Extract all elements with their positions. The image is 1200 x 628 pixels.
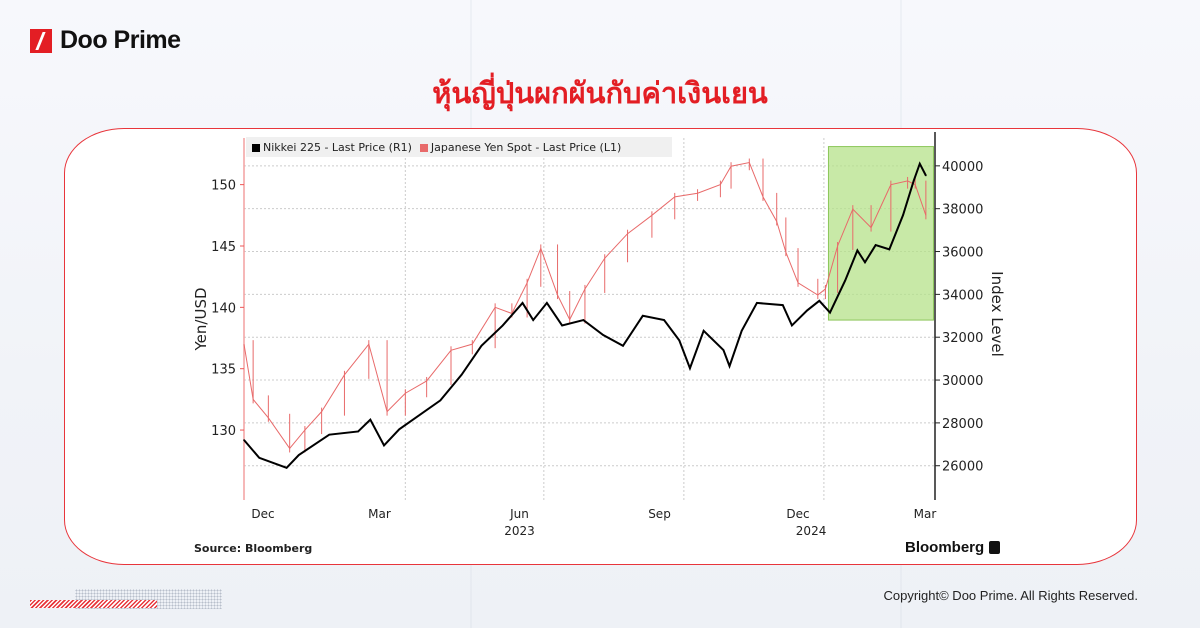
legend-item-yen: Japanese Yen Spot - Last Price (L1) [419,140,622,154]
nikkei-point [912,180,915,182]
nikkei-point [818,299,821,302]
nikkei-point [419,413,422,416]
nikkei-point [663,319,665,321]
nikkei-point [689,367,691,370]
chart-legend: Nikkei 225 - Last Price (R1) Japanese Ye… [246,137,672,157]
nikkei-point [781,304,784,306]
doo-prime-logo-icon [30,28,52,53]
nikkei-point [561,324,563,327]
nikkei-point [285,467,288,469]
nikkei-point [622,344,624,347]
hatched-decoration [30,600,157,608]
nikkei-point [297,454,300,456]
nikkei-point [546,302,548,304]
nikkei-point [728,365,731,367]
nikkei-point [501,324,504,327]
bloomberg-logo-text: Bloomberg [905,539,985,556]
nikkei-point [258,457,261,459]
right-tick-label: 40000 [942,160,983,175]
legend-label: Japanese Yen Spot - Last Price (L1) [430,140,622,154]
legend-swatch-yen [419,143,428,152]
left-tick-label: 135 [211,363,236,378]
x-tick-label: Mar [368,507,391,521]
copyright: Copyright© Doo Prime. All Rights Reserve… [883,588,1138,603]
yen-series-line [243,161,927,450]
left-tick-label: 140 [211,301,236,316]
nikkei-point [369,418,372,421]
page-title: หุ้นญี่ปุ่นผกผันกับค่าเงินเยน [432,76,768,110]
nikkei-point [791,324,793,327]
nikkei-point [702,329,705,332]
left-axis-title: Yen/USD [192,287,210,351]
nikkei-point [460,373,463,376]
right-tick-label: 26000 [942,460,983,475]
right-tick-label: 30000 [942,374,983,389]
bloomberg-logo: Bloomberg [905,539,1001,556]
legend-item-nikkei: Nikkei 225 - Last Price (R1) [252,141,412,154]
x-tick-label: Dec [786,507,809,521]
nikkei-point [582,319,585,321]
nikkei-point [383,444,385,447]
nikkei-point [722,349,725,351]
right-axis-title: Index Level [988,271,1006,357]
x-tick-label: Dec [251,507,274,521]
source-note: Source: Bloomberg [194,542,313,555]
nikkei-point [829,311,831,314]
nikkei-point [918,162,921,165]
nikkei-series-line [243,161,927,470]
highlight-box [827,146,934,321]
nikkei-point [398,428,401,431]
nikkei-point [864,261,866,264]
nikkei-point [844,279,847,282]
left-tick-label: 150 [211,179,236,194]
nikkei-point [602,334,604,336]
x-year-label: 2023 [504,524,535,538]
right-tick-label: 36000 [942,246,983,261]
nikkei-point [328,433,331,436]
doo-prime-logo: Doo Prime [30,26,181,55]
nikkei-point [439,399,442,402]
nikkei-point [740,329,743,332]
nikkei-point [480,344,483,347]
nikkei-point [521,302,524,304]
x-year-label: 2024 [796,524,827,538]
left-tick-label: 130 [211,424,236,439]
left-tick-label: 145 [211,240,236,255]
legend-label: Nikkei 225 - Last Price (R1) [263,140,412,154]
nikkei-point [902,214,904,216]
nikkei-point [874,244,877,246]
nikkei-point [925,174,927,177]
x-tick-label: Mar [914,507,937,521]
nikkei-point [856,249,859,252]
right-tick-label: 38000 [942,203,983,218]
x-tick-label: Jun [509,507,529,521]
nikkei-point [641,314,644,317]
nikkei-point [888,248,891,251]
nikkei-point [756,302,758,304]
brand-name: Doo Prime [60,26,181,54]
bloomberg-icon [989,541,1001,554]
nikkei-point [532,319,534,321]
chart-card [64,128,1137,565]
right-tick-label: 34000 [942,288,983,303]
nikkei-point [806,309,808,312]
legend-swatch-nikkei [252,143,260,152]
right-tick-label: 32000 [942,331,983,346]
right-tick-label: 28000 [942,417,983,432]
nikkei-point [678,339,681,342]
nikkei-point [357,430,359,433]
nikkei-point [243,439,245,441]
x-tick-label: Sep [648,507,671,521]
